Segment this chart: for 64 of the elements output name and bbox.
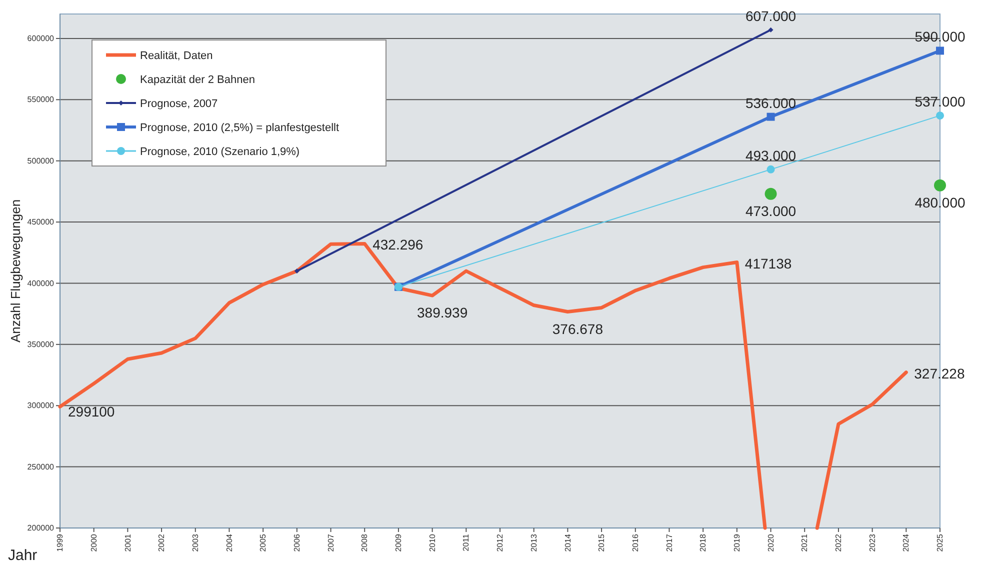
x-tick-label: 2011 [462,533,471,552]
x-tick-label: 2019 [732,533,742,552]
point [766,165,775,174]
data-label: 432.296 [372,236,424,253]
x-tick-label: 2007 [326,533,336,552]
data-label: 299100 [68,404,115,420]
y-tick-label: 250000 [27,462,55,472]
legend-label: Prognose, 2007 [140,98,218,110]
point [764,188,777,200]
y-tick-label: 400000 [27,278,55,288]
x-tick-label: 2009 [394,533,404,552]
legend-label: Kapazität der 2 Bahnen [140,74,255,86]
data-label: 590.000 [914,28,966,45]
x-tick-label: 2002 [157,533,166,552]
point [936,112,944,120]
legend-label: Prognose, 2010 (Szenario 1,9%) [140,146,300,158]
point [936,46,944,55]
y-tick-label: 300000 [27,401,55,410]
data-label: 480.000 [914,194,966,210]
x-tick-label: 2008 [360,533,370,552]
x-tick-label: 2000 [89,533,98,552]
y-tick-label: 200000 [27,524,55,533]
legend-label: Realität, Daten [140,50,213,62]
data-label: 493.000 [745,147,796,164]
data-label: 327.228 [914,365,965,382]
x-tick-label: 2017 [664,533,674,552]
x-tick-label: 2010 [428,533,437,552]
x-tick-label: 1999 [56,533,65,552]
data-label: 389.939 [417,304,468,321]
x-tick-label: 2023 [868,533,877,552]
x-tick-label: 2003 [190,533,200,552]
y-tick-label: 550000 [27,95,55,104]
x-tick-label: 2013 [529,533,538,552]
data-label: 417138 [744,255,792,272]
x-tick-label: 2020 [766,533,776,552]
data-label: 376.678 [552,320,604,337]
point [294,268,300,274]
x-axis-title: Jahr [8,547,38,564]
data-label: 537.000 [914,94,966,110]
legend-label: Prognose, 2010 (2,5%) = planfestgestellt [140,122,340,134]
y-tick-label: 350000 [27,340,55,349]
x-tick-label: 2024 [902,533,911,552]
x-tick-label: 2012 [496,533,505,552]
point [768,27,774,32]
y-tick-label: 600000 [27,34,55,44]
point [934,179,946,192]
x-tick-label: 2018 [698,533,708,552]
x-tick-label: 2014 [563,533,572,552]
y-tick-label: 450000 [27,218,55,227]
x-tick-label: 2004 [224,533,234,552]
x-tick-label: 2016 [630,533,640,552]
y-tick-label: 500000 [27,156,55,166]
x-tick-label: 2005 [258,533,268,552]
x-tick-label: 2001 [123,533,132,552]
x-tick-label: 2021 [800,533,810,552]
x-tick-label: 2006 [292,533,302,552]
data-label: 607.000 [745,8,796,24]
x-tick-label: 2025 [936,533,945,552]
point [766,112,775,121]
x-tick-label: 2015 [597,533,606,552]
y-axis-title: Anzahl Flugbewegungen [8,199,23,343]
x-tick-label: 2022 [834,533,844,552]
data-label: 473.000 [745,202,796,219]
data-label: 536.000 [745,94,796,111]
